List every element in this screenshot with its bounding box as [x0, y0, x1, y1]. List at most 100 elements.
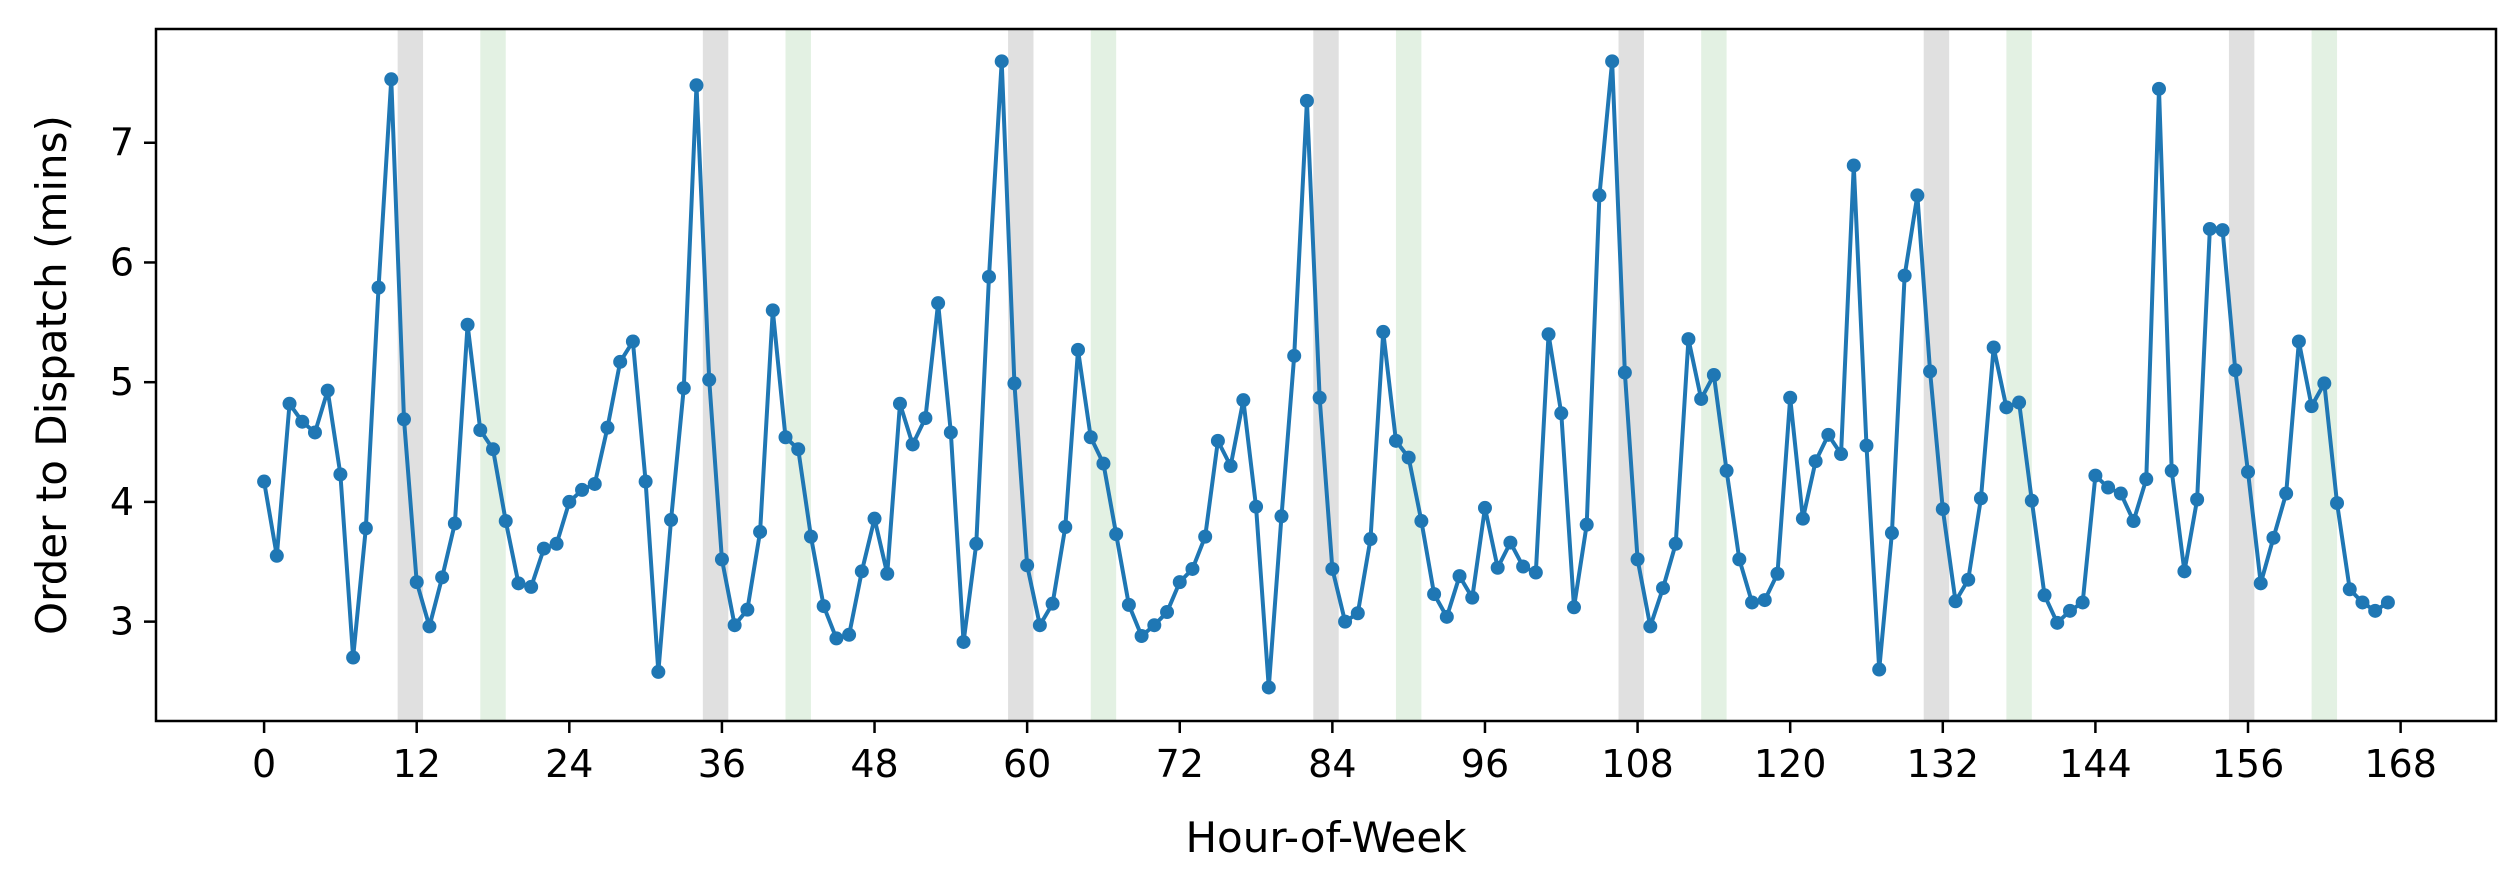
data-point: [2151, 81, 2166, 96]
data-point: [2291, 334, 2306, 349]
green-shaded-span: [2311, 29, 2338, 721]
x-tick-label: 132: [1907, 742, 1980, 786]
data-point: [1083, 430, 1098, 445]
data-point: [2241, 464, 2256, 479]
data-point: [816, 599, 831, 614]
x-tick-label: 0: [252, 742, 276, 786]
data-point: [1973, 491, 1988, 506]
data-point: [575, 482, 590, 497]
data-point: [257, 474, 272, 489]
data-point: [1274, 509, 1289, 524]
data-point: [320, 383, 335, 398]
data-point: [676, 381, 691, 396]
plot-area-frame: [154, 27, 2498, 723]
data-point: [778, 430, 793, 445]
data-point: [2101, 480, 2116, 495]
data-point: [1185, 561, 1200, 576]
green-shaded-span: [2006, 29, 2032, 721]
data-point: [1045, 596, 1060, 611]
data-point: [1236, 393, 1251, 408]
data-point: [1719, 463, 1734, 478]
data-point: [1745, 595, 1760, 610]
x-tick-label: 60: [1003, 742, 1051, 786]
data-point: [1795, 511, 1810, 526]
data-point: [2202, 221, 2217, 236]
data-point: [1910, 188, 1925, 203]
data-point: [358, 521, 373, 536]
data-point: [1439, 609, 1454, 624]
data-point: [664, 512, 679, 527]
data-point: [651, 664, 666, 679]
data-point: [2330, 496, 2345, 511]
data-point: [1897, 268, 1912, 283]
x-tick-label: 36: [698, 742, 746, 786]
data-point: [396, 412, 411, 427]
data-point: [486, 442, 501, 457]
data-point: [1834, 447, 1849, 462]
data-point: [1783, 390, 1798, 405]
data-point: [1668, 536, 1683, 551]
data-point: [727, 618, 742, 633]
data-point: [1770, 566, 1785, 581]
data-point: [371, 280, 386, 295]
data-point: [753, 524, 768, 539]
data-point: [333, 467, 348, 482]
data-point: [1923, 364, 1938, 379]
data-point: [892, 396, 907, 411]
y-tick-label: 3: [110, 600, 134, 644]
data-point: [2062, 603, 2077, 618]
data-point: [2279, 486, 2294, 501]
data-point: [2075, 595, 2090, 610]
green-shaded-span: [480, 29, 506, 721]
data-point: [1109, 527, 1124, 542]
data-point: [791, 442, 806, 457]
x-axis-label: Hour-of-Week: [1185, 813, 1467, 862]
data-point: [1821, 427, 1836, 442]
data-point: [511, 576, 526, 591]
data-point: [2190, 492, 2205, 507]
data-point: [2037, 588, 2052, 603]
data-point: [854, 564, 869, 579]
data-point: [2266, 530, 2281, 545]
data-point: [1414, 514, 1429, 529]
data-point: [943, 425, 958, 440]
data-point: [994, 54, 1009, 69]
data-point: [1859, 438, 1874, 453]
data-point: [1338, 614, 1353, 629]
data-point: [562, 494, 577, 509]
x-tick-label: 48: [850, 742, 898, 786]
data-point: [1401, 450, 1416, 465]
data-point: [1261, 680, 1276, 695]
data-point: [1490, 560, 1505, 575]
data-point: [524, 579, 539, 594]
data-point: [1058, 520, 1073, 535]
x-tick-label: 108: [1601, 742, 1674, 786]
data-point: [1986, 340, 2001, 355]
data-point: [625, 334, 640, 349]
green-shaded-span: [785, 29, 811, 721]
data-point: [447, 516, 462, 531]
data-point: [1605, 54, 1620, 69]
y-axis-label: Order to Dispatch (mins): [27, 115, 76, 635]
data-point: [422, 619, 437, 634]
data-point: [1121, 597, 1136, 612]
x-tick-label: 156: [2212, 742, 2285, 786]
data-point: [1872, 662, 1887, 677]
data-point: [1350, 606, 1365, 621]
data-point: [956, 634, 971, 649]
x-tick-label: 12: [393, 742, 441, 786]
data-point: [867, 511, 882, 526]
data-point: [1007, 376, 1022, 391]
x-tick-label: 24: [545, 742, 593, 786]
data-point: [2380, 595, 2395, 610]
data-point: [1516, 559, 1531, 574]
data-point: [918, 411, 933, 426]
x-tick-label: 168: [2364, 742, 2437, 786]
data-point: [1287, 348, 1302, 363]
data-point: [905, 437, 920, 452]
data-point: [282, 396, 297, 411]
data-point: [1643, 619, 1658, 634]
data-point: [307, 425, 322, 440]
data-point: [1656, 581, 1671, 596]
